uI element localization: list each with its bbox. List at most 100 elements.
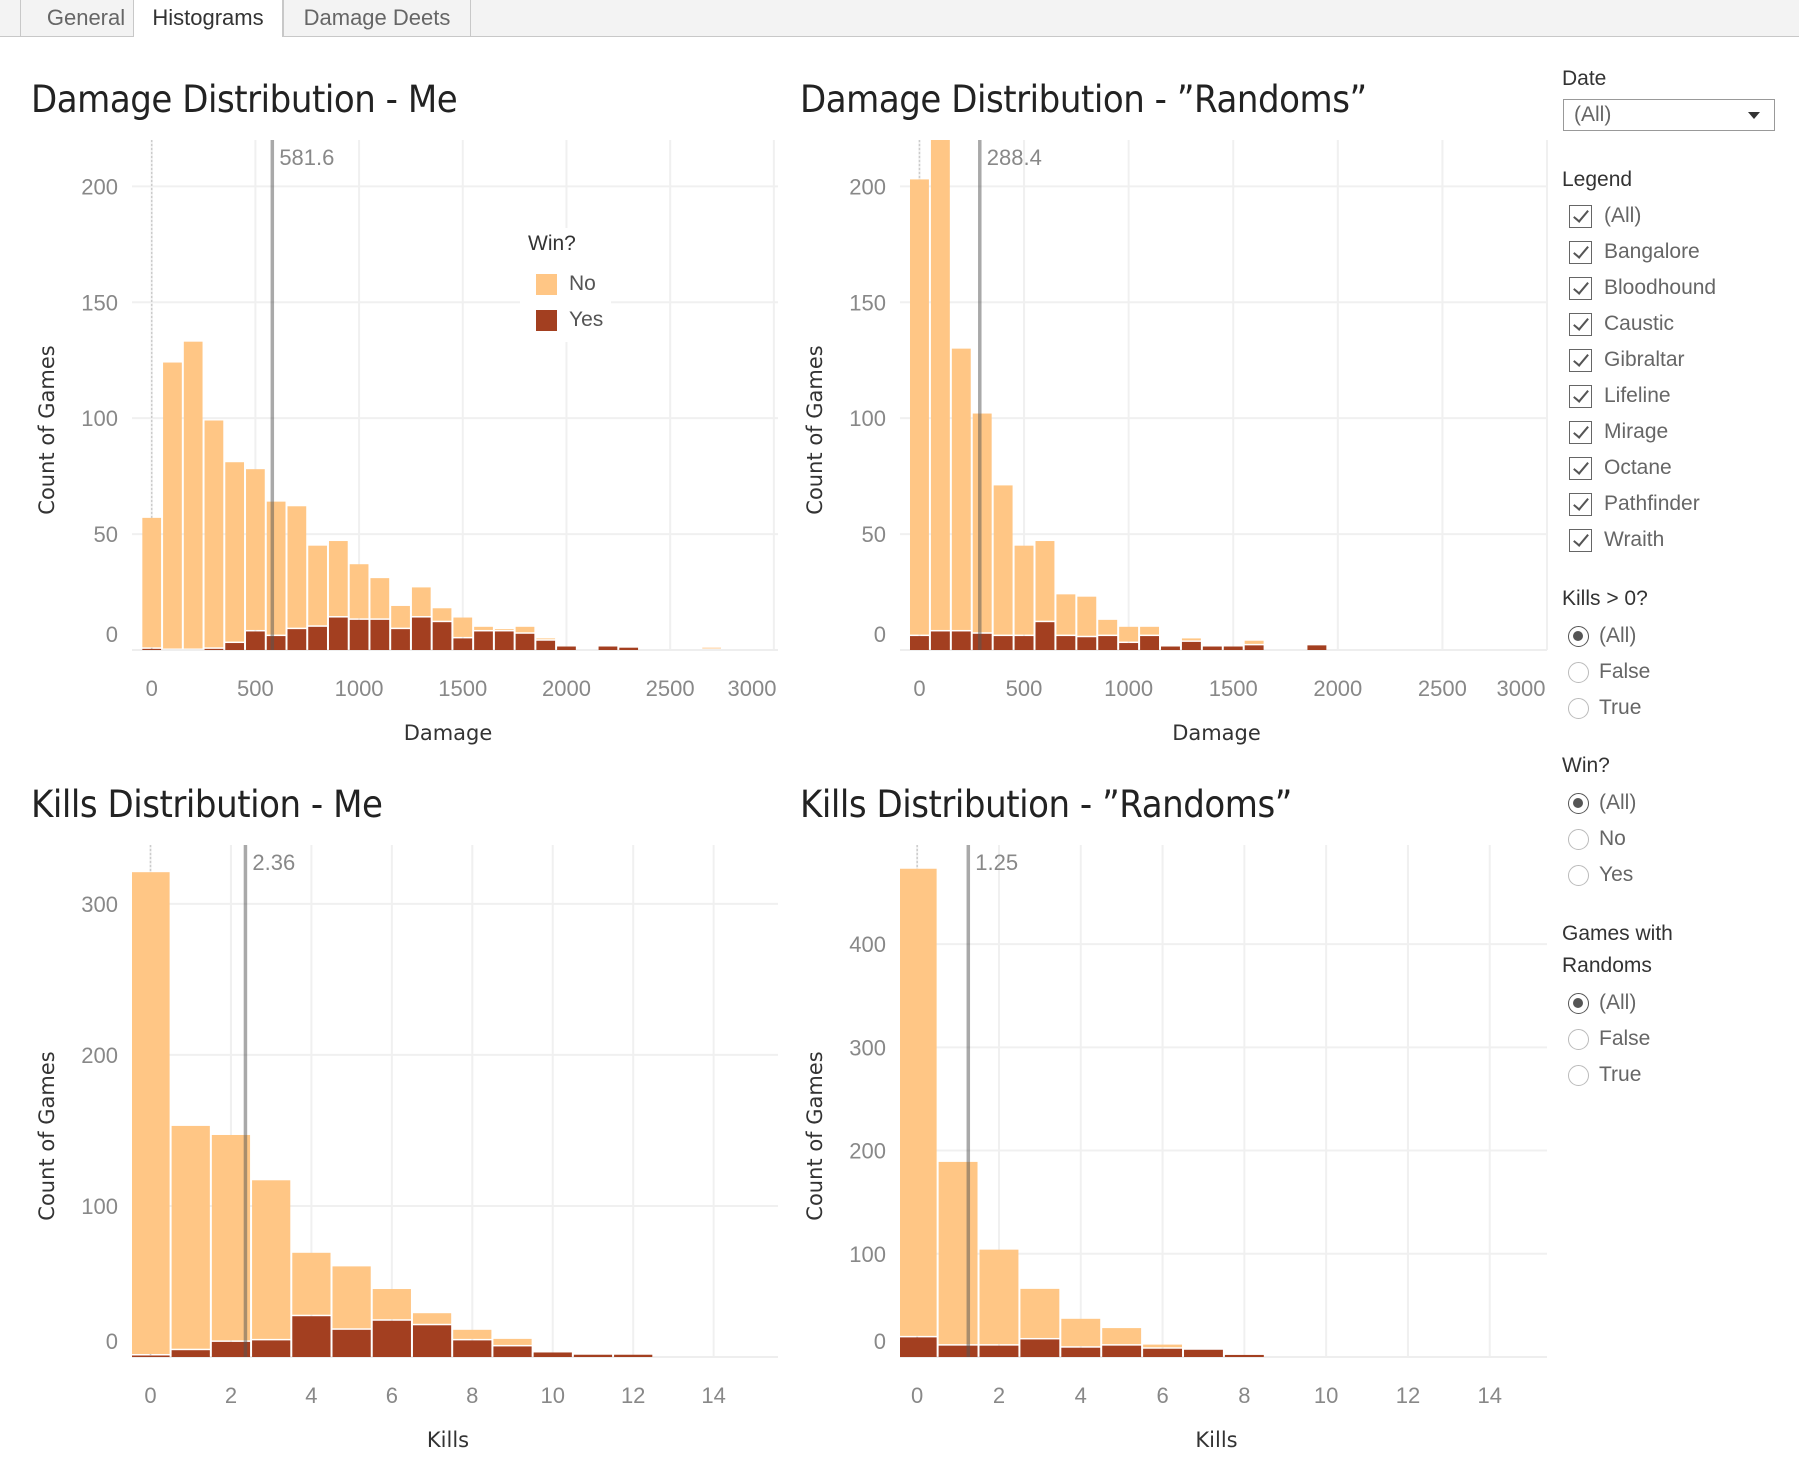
legend-item-no[interactable]: No	[528, 266, 603, 302]
randoms-radio-false[interactable]: False	[1568, 1024, 1650, 1054]
kills-radio-true[interactable]: True	[1568, 693, 1641, 723]
radio-icon	[1568, 864, 1589, 886]
checkbox-checked-icon	[1569, 276, 1592, 300]
legend-checkbox-gibraltar[interactable]: Gibraltar	[1569, 345, 1685, 375]
bar-no	[494, 629, 514, 630]
x-tick-label: 10	[541, 1383, 565, 1408]
win-radio-no[interactable]: No	[1568, 824, 1626, 854]
legend-checkbox-mirage[interactable]: Mirage	[1569, 417, 1668, 447]
checkbox-label: Mirage	[1604, 420, 1669, 443]
legend-checkbox-bloodhound[interactable]: Bloodhound	[1569, 273, 1716, 303]
bar-no	[515, 626, 535, 633]
radio-icon	[1568, 1028, 1589, 1050]
bar-no	[993, 485, 1013, 635]
win-radio-yes[interactable]: Yes	[1568, 860, 1633, 890]
bar-yes	[474, 631, 493, 650]
radio-icon	[1568, 792, 1589, 814]
kills-radio-false[interactable]: False	[1568, 657, 1650, 687]
y-tick-label: 100	[81, 406, 118, 431]
x-tick-label: 500	[1006, 676, 1043, 701]
legend-checkbox-wraith[interactable]: Wraith	[1569, 525, 1664, 555]
bar-no	[453, 617, 473, 637]
bars	[900, 868, 1264, 1357]
bar-yes	[515, 633, 535, 650]
bar-yes	[308, 626, 327, 650]
bar-yes	[1224, 1354, 1264, 1357]
bar-yes	[533, 1352, 572, 1357]
legend-checkbox-all[interactable]: (All)	[1569, 201, 1641, 231]
y-tick-label: 200	[849, 174, 886, 199]
x-tick-label: 6	[386, 1383, 398, 1408]
date-dropdown[interactable]: (All)	[1563, 99, 1775, 131]
bar-no	[1119, 626, 1139, 642]
win-legend: Win? No Yes	[520, 228, 612, 342]
legend-checkbox-pathfinder[interactable]: Pathfinder	[1569, 489, 1700, 519]
bar-no	[702, 647, 722, 649]
radio-label: (All)	[1599, 791, 1637, 814]
mean-label: 1.25	[975, 850, 1018, 875]
bar-yes	[287, 629, 307, 650]
bar-yes	[1077, 637, 1097, 650]
kills-radio-all[interactable]: (All)	[1568, 621, 1636, 651]
legend-checkbox-octane[interactable]: Octane	[1569, 453, 1672, 483]
checkbox-checked-icon	[1569, 312, 1592, 336]
bar-no	[432, 608, 452, 621]
bar-yes	[972, 633, 992, 650]
bar-no	[1014, 545, 1034, 635]
y-axis-title: Count of Games	[35, 345, 59, 514]
x-tick-label: 1000	[335, 676, 384, 701]
bar-no	[142, 517, 162, 648]
bar-yes	[411, 617, 431, 650]
chart-3: 0 100 200 300 400 0 2 4 6 8 10 12 14 1.25 Count of Gam…	[803, 845, 1547, 1452]
checkbox-label: Bangalore	[1604, 240, 1700, 263]
tab-damage-deets[interactable]: Damage Deets	[283, 0, 471, 36]
bar-yes	[536, 640, 556, 650]
radio-label: Yes	[1599, 863, 1634, 886]
win-radio-all[interactable]: (All)	[1568, 788, 1636, 818]
x-tick-label: 1500	[1209, 676, 1258, 701]
chevron-down-icon	[1748, 112, 1760, 119]
radio-label: True	[1599, 1063, 1642, 1086]
tab-general[interactable]: General	[20, 0, 152, 36]
checkbox-checked-icon	[1569, 420, 1592, 444]
checkbox-label: Bloodhound	[1604, 276, 1717, 299]
y-tick-label: 0	[106, 1329, 118, 1354]
x-tick-label: 14	[1478, 1383, 1502, 1408]
y-tick-label: 0	[874, 622, 886, 647]
bar-no	[1181, 638, 1201, 641]
mean-label: 2.36	[252, 850, 295, 875]
randoms-filter-label-1: Games with	[1562, 922, 1673, 945]
x-tick-label: 14	[701, 1383, 725, 1408]
bar-yes	[1119, 643, 1139, 650]
checkbox-label: (All)	[1604, 204, 1642, 227]
checkbox-checked-icon	[1569, 240, 1592, 264]
bar-no	[930, 140, 950, 630]
bar-yes	[391, 629, 410, 650]
x-tick-label: 12	[1396, 1383, 1420, 1408]
bar-yes	[1020, 1339, 1060, 1357]
legend-item-yes[interactable]: Yes	[528, 302, 603, 338]
legend-checkbox-lifeline[interactable]: Lifeline	[1569, 381, 1671, 411]
tab-histograms[interactable]: Histograms	[133, 0, 283, 37]
bar-no	[1061, 1318, 1101, 1347]
bars	[132, 872, 653, 1357]
randoms-radio-all[interactable]: (All)	[1568, 988, 1636, 1018]
randoms-radio-true[interactable]: True	[1568, 1060, 1641, 1090]
bar-yes	[292, 1316, 331, 1357]
radio-label: No	[1599, 827, 1626, 850]
bar-no	[1244, 640, 1264, 644]
legend-checkbox-bangalore[interactable]: Bangalore	[1569, 237, 1700, 267]
y-tick-label: 50	[94, 522, 118, 547]
bar-yes	[1143, 1348, 1183, 1357]
legend-checkbox-caustic[interactable]: Caustic	[1569, 309, 1674, 339]
bar-yes	[225, 643, 245, 650]
bar-yes	[1056, 636, 1076, 650]
bar-yes	[614, 1354, 653, 1357]
x-tick-label: 2500	[1418, 676, 1467, 701]
bar-yes	[328, 617, 348, 650]
bar-yes	[951, 631, 971, 650]
y-tick-label: 50	[862, 522, 886, 547]
bar-yes	[1098, 636, 1118, 650]
bar-yes	[204, 648, 224, 650]
bar-no	[938, 1161, 978, 1345]
